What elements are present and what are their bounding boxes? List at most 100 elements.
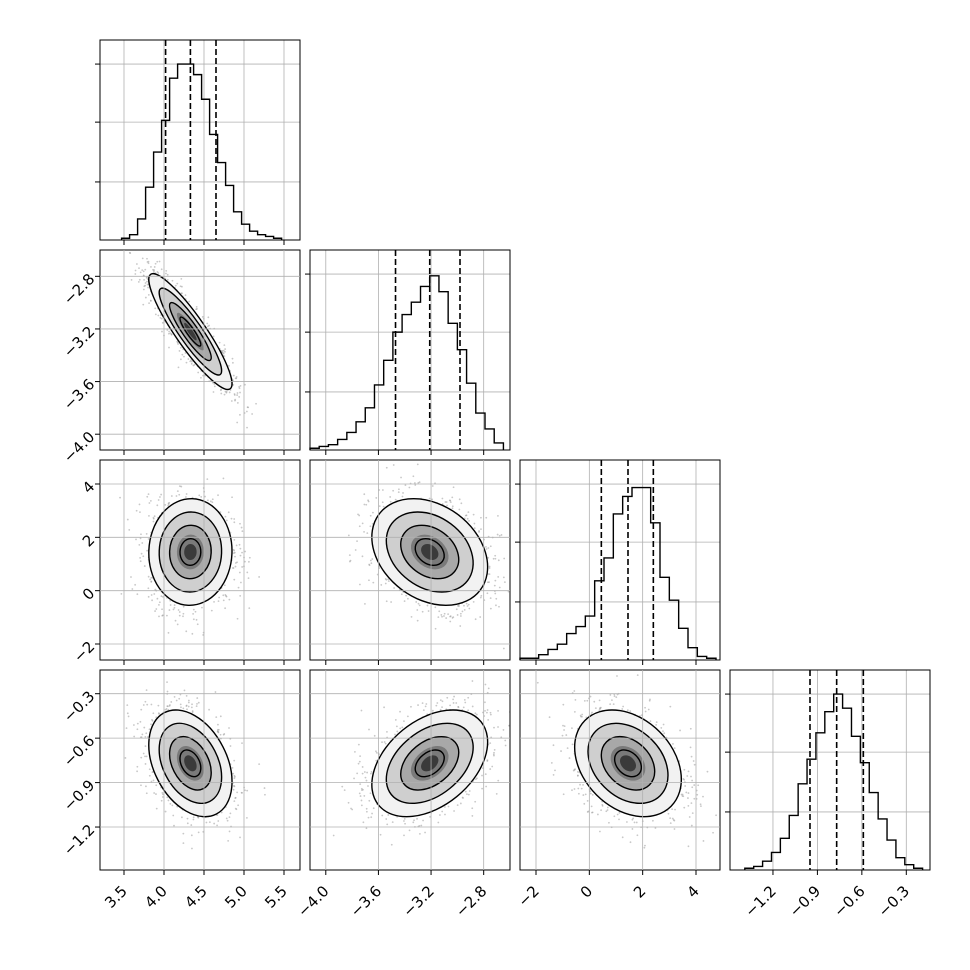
scatter-point	[455, 702, 458, 704]
scatter-point	[127, 248, 129, 250]
scatter-point	[371, 558, 374, 560]
panel-frame	[729, 669, 931, 871]
scatter-point	[688, 816, 691, 818]
scatter-point	[182, 842, 185, 844]
scatter-point	[164, 708, 167, 711]
scatter-point	[147, 538, 150, 540]
scatter-point	[467, 793, 470, 796]
histogram-panel-0	[95, 39, 301, 241]
scatter-point	[361, 555, 364, 558]
scatter-point	[660, 727, 663, 729]
scatter-point	[164, 503, 167, 506]
scatter-point	[502, 729, 505, 731]
scatter-point	[616, 675, 618, 677]
scatter-point	[255, 402, 257, 405]
scatter-point	[147, 293, 150, 296]
scatter-point	[154, 307, 157, 310]
scatter-point	[182, 707, 185, 710]
scatter-point	[197, 455, 199, 457]
scatter-point	[487, 556, 490, 559]
scatter-point	[190, 834, 193, 837]
scatter-point	[609, 694, 612, 696]
scatter-point	[332, 834, 335, 837]
scatter-point	[447, 613, 450, 616]
scatter-point	[485, 546, 487, 548]
scatter-point	[201, 316, 204, 318]
scatter-point	[687, 792, 690, 794]
scatter-point	[487, 547, 490, 549]
scatter-panel-1-2	[309, 459, 511, 661]
scatter-point	[475, 713, 478, 716]
scatter-point	[176, 623, 179, 626]
scatter-point	[369, 792, 372, 795]
scatter-point	[436, 702, 439, 704]
scatter-point	[146, 703, 149, 706]
scatter-point	[144, 763, 147, 765]
scatter-point	[497, 514, 499, 517]
scatter-point	[234, 797, 237, 799]
scatter-point	[160, 595, 163, 598]
scatter-point	[494, 557, 497, 560]
scatter-point	[452, 698, 454, 701]
scatter-point	[235, 808, 238, 811]
scatter-point	[413, 819, 415, 822]
scatter-point	[605, 810, 608, 813]
scatter-point	[185, 493, 188, 495]
scatter-point	[233, 394, 236, 396]
scatter-point	[172, 814, 175, 817]
scatter-point	[195, 705, 198, 707]
scatter-point	[517, 763, 519, 765]
scatter-point	[621, 708, 624, 710]
scatter-point	[663, 732, 666, 735]
scatter-point	[494, 592, 497, 595]
density-fill	[421, 543, 439, 560]
scatter-point	[456, 614, 459, 616]
scatter-point	[366, 771, 369, 774]
scatter-point	[169, 802, 172, 805]
contour-line	[385, 511, 474, 593]
scatter-point	[453, 695, 455, 698]
scatter-point	[574, 656, 576, 658]
scatter-point	[601, 803, 604, 806]
scatter-point	[111, 231, 113, 233]
scatter-point	[144, 296, 147, 299]
histogram-step	[744, 693, 924, 870]
scatter-point	[146, 283, 149, 286]
scatter-point	[649, 698, 651, 701]
scatter-point	[472, 600, 475, 603]
scatter-point	[571, 789, 573, 792]
scatter-point	[156, 504, 159, 507]
contour-line	[600, 735, 656, 791]
scatter-point	[441, 810, 444, 813]
scatter-point	[371, 812, 373, 815]
scatter-point	[561, 734, 564, 737]
scatter-point	[618, 811, 621, 814]
scatter-point	[427, 610, 430, 612]
scatter-point	[233, 521, 236, 524]
density-fill	[184, 322, 197, 341]
scatter-point	[609, 703, 612, 706]
scatter-point	[216, 824, 218, 827]
scatter-point	[400, 593, 403, 596]
scatter-point	[239, 547, 242, 550]
scatter-point	[211, 498, 214, 501]
scatter-point	[488, 581, 490, 584]
scatter-point	[359, 783, 362, 786]
scatter-point	[644, 706, 646, 709]
scatter-point	[489, 768, 492, 770]
scatter-point	[156, 597, 159, 600]
scatter-point	[166, 614, 168, 617]
scatter-point	[146, 549, 149, 552]
scatter-point	[671, 817, 674, 820]
scatter-point	[221, 349, 224, 352]
scatter-point	[167, 631, 170, 634]
scatter-point	[357, 743, 360, 746]
scatter-point	[191, 360, 193, 363]
x-tick-label: 2	[630, 882, 649, 901]
scatter-point	[611, 699, 613, 702]
scatter-point	[615, 696, 618, 699]
panel-content	[111, 231, 257, 429]
scatter-point	[358, 792, 361, 795]
scatter-point	[687, 770, 690, 773]
scatter-point	[693, 797, 696, 800]
